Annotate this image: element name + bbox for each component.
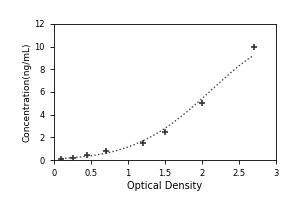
Y-axis label: Concentration(ng/mL): Concentration(ng/mL)	[23, 42, 32, 142]
X-axis label: Optical Density: Optical Density	[128, 181, 202, 191]
